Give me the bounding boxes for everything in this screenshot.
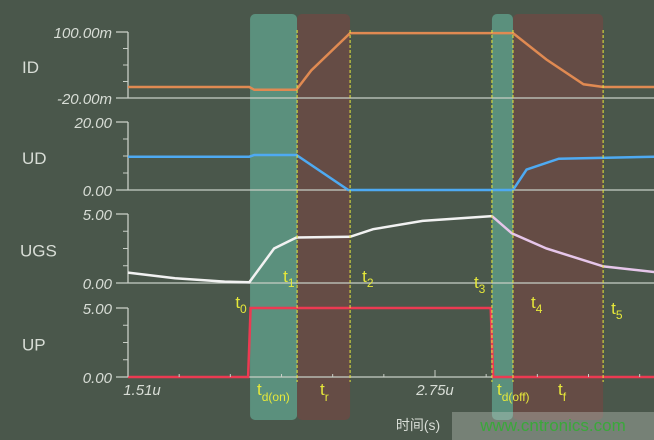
series-line-ugs-falling — [491, 215, 654, 274]
y-tick-label: 0.00 — [83, 183, 113, 200]
series-line-up — [128, 306, 654, 379]
series-line-id — [128, 31, 654, 92]
marker-label-t3: t3 — [474, 273, 486, 296]
y-tick-label: 100.00m — [54, 25, 112, 42]
y-tick-label: 0.00 — [83, 370, 113, 387]
watermark: www.cntronics.com — [452, 412, 654, 440]
y-tick-label: 20.00 — [73, 115, 112, 132]
marker-label-t4: t4 — [531, 293, 543, 316]
x-tick-label: 2.75u — [415, 382, 454, 399]
interval-band-f — [512, 14, 604, 420]
y-tick-label: -20.00m — [57, 91, 112, 108]
interval-band-d(off) — [491, 14, 513, 420]
signal-label-ud: UD — [22, 149, 47, 168]
interval-label-tf: tf — [558, 380, 567, 404]
y-tick-label: 5.00 — [83, 207, 113, 224]
y-tick-label: 0.00 — [83, 276, 113, 293]
x-tick-label: 1.51u — [123, 382, 161, 399]
signal-label-ugs: UGS — [20, 242, 57, 261]
marker-label-t5: t5 — [611, 299, 623, 322]
marker-label-t1: t1 — [283, 267, 295, 290]
series-line-ud — [128, 153, 654, 192]
series-line-ugs — [127, 214, 492, 284]
interval-band-r — [297, 14, 351, 420]
marker-label-t2: t2 — [362, 267, 374, 290]
signal-label-id: ID — [22, 58, 39, 77]
interval-label-tr: tr — [320, 380, 329, 404]
interval-band-d(on) — [250, 14, 298, 420]
y-tick-label: 5.00 — [83, 301, 113, 318]
x-axis-label: 时间(s) — [396, 417, 440, 433]
signal-label-up: UP — [22, 336, 46, 355]
marker-label-t0: t0 — [235, 293, 247, 316]
